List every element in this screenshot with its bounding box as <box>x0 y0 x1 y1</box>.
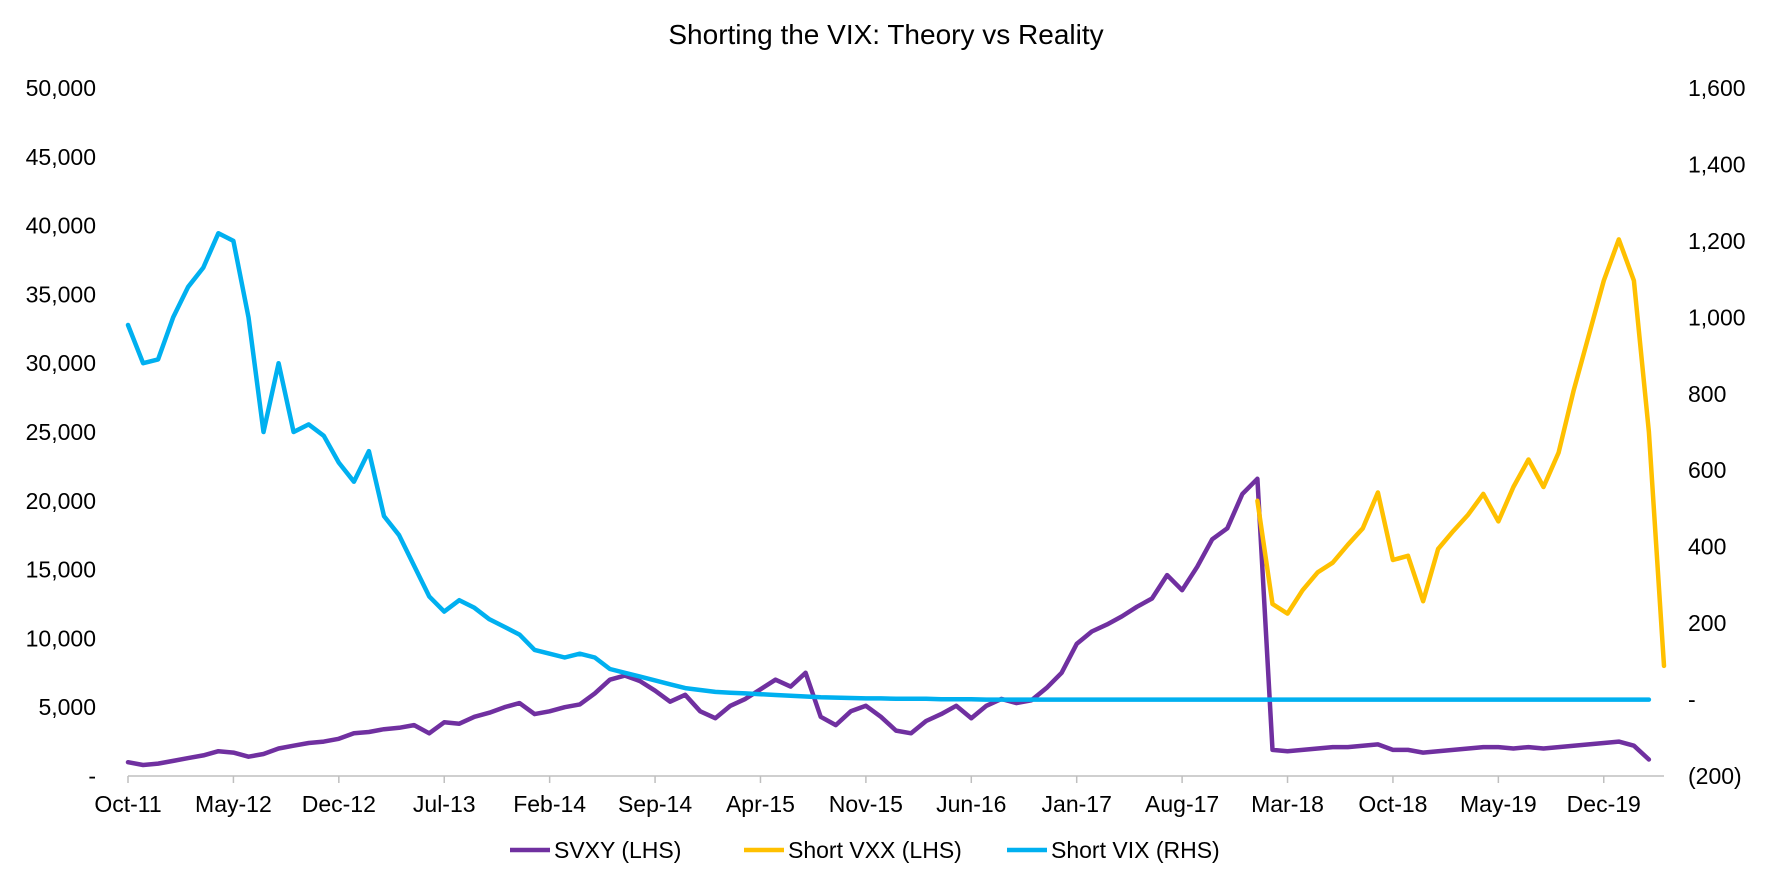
legend-label: Short VXX (LHS) <box>788 837 962 863</box>
x-tick-label: Dec-12 <box>302 791 376 817</box>
y-left-tick-label: 10,000 <box>26 625 96 651</box>
y-left-tick-label: 50,000 <box>26 75 96 101</box>
x-tick-label: Jan-17 <box>1042 791 1112 817</box>
x-tick-label: Jul-13 <box>413 791 476 817</box>
y-left-tick-label: 15,000 <box>26 557 96 583</box>
y-left-tick-label: 35,000 <box>26 281 96 307</box>
y-left-tick-label: 40,000 <box>26 213 96 239</box>
x-tick-label: May-19 <box>1460 791 1537 817</box>
series-line-2 <box>1255 237 1667 669</box>
legend-label: Short VIX (RHS) <box>1051 837 1220 863</box>
y-right-tick-label: 600 <box>1688 457 1726 483</box>
x-tick-label: Oct-11 <box>94 791 161 817</box>
y-left-tick-label: 45,000 <box>26 144 96 170</box>
y-right-tick-label: (200) <box>1688 763 1742 789</box>
y-right-tick-label: 200 <box>1688 610 1726 636</box>
y-left-tick-label: 25,000 <box>26 419 96 445</box>
y-right-tick-label: 400 <box>1688 534 1726 560</box>
y-right-tick-label: 1,600 <box>1688 75 1746 101</box>
y-left-tick-label: 5,000 <box>38 694 96 720</box>
y-right-tick-label: 800 <box>1688 381 1726 407</box>
legend: SVXY (LHS) Short VXX (LHS) Short VIX (RHS) <box>510 837 1220 863</box>
x-tick-label: Sep-14 <box>618 791 692 817</box>
x-tick-label: May-12 <box>195 791 272 817</box>
y-right-tick-label: 1,000 <box>1688 304 1746 330</box>
x-tick-label: Aug-17 <box>1145 791 1219 817</box>
x-tick-label: Apr-15 <box>726 791 795 817</box>
series-line-1 <box>125 476 1652 768</box>
legend-label: SVXY (LHS) <box>554 837 681 863</box>
x-tick-label: Dec-19 <box>1567 791 1641 817</box>
chart-title: Shorting the VIX: Theory vs Reality <box>668 19 1103 50</box>
x-tick-label: Jun-16 <box>936 791 1006 817</box>
y-right-tick-label: 1,200 <box>1688 228 1746 254</box>
series-lines <box>125 230 1667 768</box>
y-left-tick-label: 30,000 <box>26 350 96 376</box>
y-left-tick-label: 20,000 <box>26 488 96 514</box>
x-tick-label: Feb-14 <box>513 791 586 817</box>
y-left-tick-label: - <box>88 763 96 789</box>
y-right-tick-label: - <box>1688 687 1696 713</box>
x-tick-label: Oct-18 <box>1358 791 1427 817</box>
series-line-3 <box>125 230 1652 702</box>
x-tick-label: Nov-15 <box>829 791 903 817</box>
axes: Oct-11 May-12 Dec-12 Jul-13 Feb-14 Sep-14 Apr-… <box>26 75 1746 817</box>
x-tick-label: Mar-18 <box>1251 791 1324 817</box>
y-right-tick-label: 1,400 <box>1688 151 1746 177</box>
